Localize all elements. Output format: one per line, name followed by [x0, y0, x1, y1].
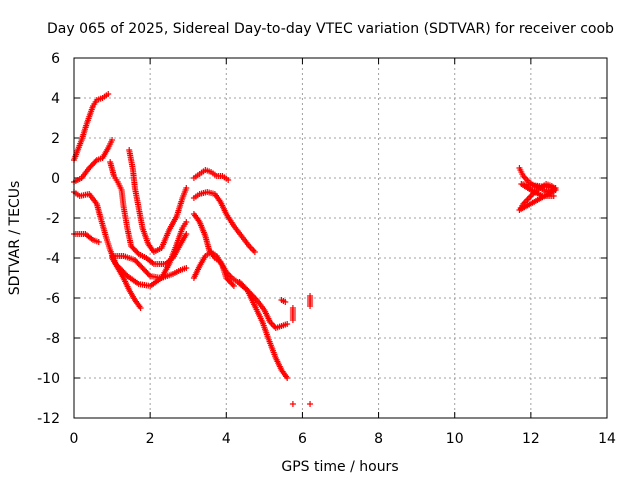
data-point [307, 401, 314, 407]
x-tick-label: 0 [70, 431, 79, 447]
y-axis-label: SDTVAR / TECUs [7, 181, 23, 296]
x-tick-label: 6 [298, 431, 307, 447]
series-track-7 [109, 255, 144, 311]
series-track-13 [236, 279, 291, 381]
x-tick-label: 4 [222, 431, 231, 447]
data-point [229, 281, 236, 288]
y-tick-label: 2 [51, 131, 60, 147]
series-track-14 [278, 297, 289, 305]
series-track-8 [109, 253, 190, 281]
y-tick-label: -8 [46, 331, 60, 347]
series-track-4 [71, 231, 102, 245]
series-track-1 [71, 91, 112, 163]
axis-ticks [73, 57, 608, 419]
data-point [109, 137, 116, 143]
data-point [242, 285, 249, 292]
chart-title: Day 065 of 2025, Sidereal Day-to-day VTE… [47, 21, 614, 37]
data-point [183, 231, 190, 237]
series-track-5 [107, 159, 190, 267]
y-tick-labels: -12 -10 -8 -6 -4 -2 0 2 4 6 [37, 51, 60, 427]
x-tick-label: 14 [598, 431, 616, 447]
series-track-10 [190, 189, 258, 255]
data-point [282, 299, 289, 305]
data-point [134, 249, 141, 256]
data-point [230, 283, 237, 289]
data-point [289, 317, 296, 323]
y-tick-label: -12 [37, 411, 60, 427]
data-point [183, 185, 190, 191]
data-point [307, 303, 314, 309]
data-point [183, 265, 190, 271]
data-point [284, 375, 291, 381]
data-point [137, 305, 144, 311]
data-marks [71, 91, 559, 407]
data-point [105, 91, 112, 97]
series-track-11 [190, 211, 291, 331]
plot-frame [73, 57, 608, 419]
y-tick-label: -2 [46, 211, 60, 227]
grid [74, 58, 607, 418]
x-tick-label: 12 [522, 431, 540, 447]
data-point [225, 177, 232, 183]
series-track-2 [71, 137, 116, 185]
y-tick-label: -4 [46, 251, 60, 267]
x-tick-label: 8 [374, 431, 383, 447]
x-tick-labels: 0 2 4 6 8 10 12 14 [70, 431, 616, 447]
data-point [95, 239, 102, 245]
x-tick-label: 10 [446, 431, 464, 447]
data-point [251, 249, 258, 255]
y-tick-label: 0 [51, 171, 60, 187]
data-point [145, 271, 152, 278]
series-track-9 [190, 167, 232, 183]
data-point [550, 193, 557, 199]
y-tick-label: -10 [37, 371, 60, 387]
data-point [284, 321, 291, 327]
series-track-16 [516, 165, 559, 213]
x-axis-label: GPS time / hours [281, 459, 398, 475]
series-track-6 [126, 147, 190, 255]
data-point [183, 219, 190, 225]
series-track-12 [190, 249, 237, 289]
y-tick-label: 4 [51, 91, 60, 107]
series-track-15 [289, 293, 314, 407]
y-tick-label: 6 [51, 51, 60, 67]
data-point [289, 401, 296, 407]
data-point [92, 158, 99, 165]
y-tick-label: -6 [46, 291, 60, 307]
x-tick-label: 2 [146, 431, 155, 447]
